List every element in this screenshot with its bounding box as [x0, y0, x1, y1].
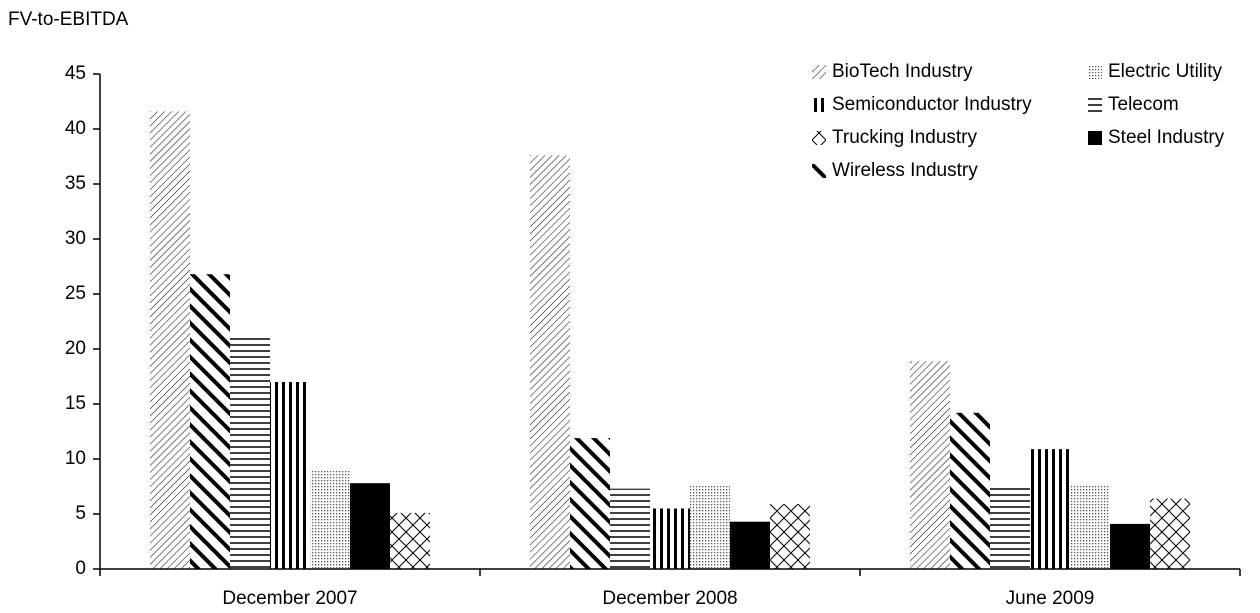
y-tick-label: 20	[65, 338, 86, 359]
bar	[990, 486, 1030, 569]
bar	[730, 521, 770, 569]
bar	[1150, 498, 1190, 569]
bar	[230, 338, 270, 569]
legend-label: Steel Industry	[1108, 127, 1225, 148]
y-tick-label: 0	[75, 558, 86, 579]
bar	[610, 488, 650, 569]
bar	[150, 111, 190, 570]
bar	[270, 382, 310, 569]
bar	[1110, 523, 1150, 569]
bar	[650, 508, 690, 569]
y-tick-label: 35	[65, 173, 86, 194]
legend-label: Trucking Industry	[832, 127, 978, 148]
legend-swatch	[812, 164, 826, 178]
legend-swatch	[1088, 65, 1102, 79]
legend-swatch	[812, 65, 826, 79]
bar	[310, 470, 350, 569]
bar	[350, 483, 390, 569]
legend-swatch	[812, 131, 826, 145]
bar	[950, 412, 990, 569]
legend-label: Wireless Industry	[832, 160, 978, 181]
y-tick-label: 5	[75, 503, 86, 524]
bar	[570, 438, 610, 569]
legend-label: Semiconductor Industry	[832, 94, 1032, 115]
legend-swatch	[1088, 131, 1102, 145]
x-tick-label: June 2009	[1006, 588, 1095, 609]
y-tick-label: 40	[65, 118, 86, 139]
bar	[1070, 484, 1110, 569]
x-tick-label: December 2007	[222, 588, 357, 609]
bar	[770, 504, 810, 569]
bar	[690, 485, 730, 569]
bar	[1030, 449, 1070, 569]
legend-swatch	[812, 98, 826, 112]
y-tick-label: 25	[65, 283, 86, 304]
x-tick-label: December 2008	[602, 588, 737, 609]
legend-label: Electric Utility	[1108, 61, 1223, 82]
legend-label: Telecom	[1108, 94, 1179, 115]
y-tick-label: 10	[65, 448, 86, 469]
bar	[530, 155, 570, 569]
y-axis-label: FV-to-EBITDA	[8, 9, 129, 30]
y-tick-label: 45	[65, 63, 86, 84]
bar	[910, 361, 950, 569]
legend-swatch	[1088, 98, 1102, 112]
y-tick-label: 15	[65, 393, 86, 414]
bar	[190, 274, 230, 569]
bar	[390, 512, 430, 569]
legend-label: BioTech Industry	[832, 61, 973, 82]
y-tick-label: 30	[65, 228, 86, 249]
